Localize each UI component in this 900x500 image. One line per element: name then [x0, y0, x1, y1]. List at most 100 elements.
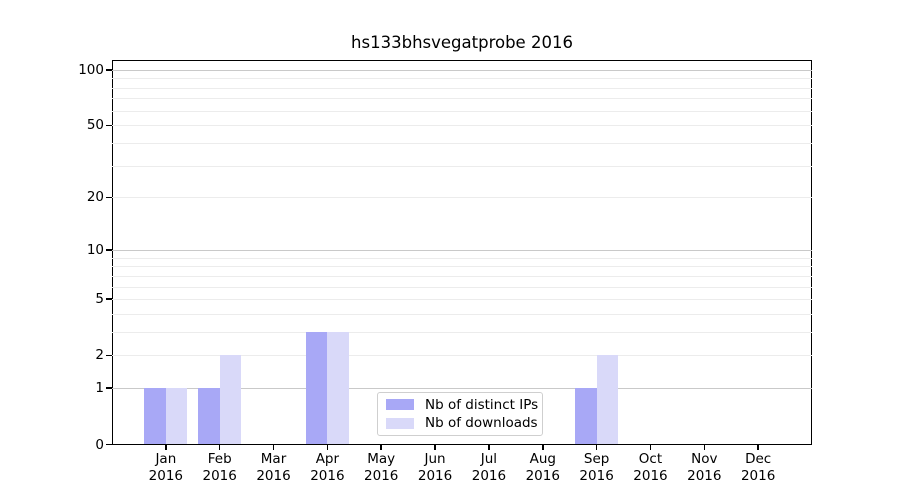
- gridline-minor: [112, 313, 812, 315]
- x-tick-mark: [595, 444, 598, 450]
- x-tick-month: Nov: [691, 451, 718, 467]
- x-tick-month: Oct: [638, 451, 663, 467]
- gridline-minor: [112, 78, 812, 80]
- x-tick-label-jun: Jun 2016: [403, 451, 467, 485]
- plot-area: [112, 60, 812, 445]
- gridline-minor: [112, 286, 812, 288]
- x-tick-year: 2016: [202, 468, 237, 484]
- x-tick-mark: [757, 444, 759, 450]
- x-tick-label-jul: Jul 2016: [457, 451, 521, 485]
- legend-swatch: [386, 399, 414, 411]
- x-tick-month: Jun: [424, 451, 446, 467]
- gridline-minor: [112, 98, 812, 100]
- x-tick-year: 2016: [310, 468, 345, 484]
- gridline-1: [112, 388, 812, 390]
- gridline-minor: [112, 87, 812, 89]
- x-tick-year: 2016: [579, 468, 614, 484]
- x-tick-label-dec: Dec 2016: [726, 451, 790, 485]
- y-tick-label: 10: [86, 241, 104, 258]
- bar-apr-distinct-ips: [305, 331, 328, 445]
- y-tick-mark: [106, 249, 112, 251]
- x-tick-year: 2016: [633, 468, 668, 484]
- x-tick-label-nov: Nov 2016: [672, 451, 736, 485]
- x-tick-month: Sep: [583, 451, 610, 467]
- x-tick-year: 2016: [148, 468, 184, 484]
- x-tick-year: 2016: [740, 468, 776, 484]
- gridline-5: [112, 299, 812, 301]
- x-tick-label-aug: Aug 2016: [511, 451, 575, 485]
- legend-label: Nb of downloads: [425, 415, 538, 432]
- legend-row: Nb of downloads: [378, 415, 542, 432]
- x-tick-year: 2016: [687, 468, 722, 484]
- x-tick-mark: [218, 444, 221, 450]
- gridline-minor: [112, 331, 812, 333]
- x-tick-month: Mar: [260, 451, 287, 467]
- y-tick-mark: [106, 196, 112, 199]
- legend: Nb of distinct IPs Nb of downloads: [377, 392, 543, 436]
- bar-feb-downloads: [219, 355, 242, 445]
- legend-label: Nb of distinct IPs: [425, 396, 539, 413]
- y-tick-label: 0: [95, 436, 104, 453]
- x-tick-label-jan: Jan 2016: [134, 451, 198, 485]
- x-tick-year: 2016: [471, 468, 507, 484]
- gridline-20: [112, 197, 812, 199]
- x-tick-label-sep: Sep 2016: [565, 451, 629, 485]
- y-tick-mark: [106, 124, 112, 127]
- gridline-minor: [112, 165, 812, 167]
- gridline-minor: [112, 275, 812, 277]
- gridline-minor: [112, 110, 812, 112]
- bar-sep-downloads: [596, 355, 619, 445]
- y-tick-label: 20: [86, 189, 104, 206]
- gridline-10: [112, 249, 812, 251]
- y-tick-mark: [106, 354, 112, 357]
- gridline-minor: [112, 266, 812, 268]
- x-tick-mark: [542, 444, 544, 450]
- x-tick-month: Feb: [207, 451, 232, 467]
- x-tick-mark: [703, 444, 706, 450]
- x-tick-mark: [165, 444, 167, 450]
- x-tick-month: Aug: [529, 451, 556, 467]
- x-tick-year: 2016: [417, 468, 453, 484]
- bar-sep-distinct-ips: [575, 388, 597, 445]
- x-tick-label-apr: Apr 2016: [295, 451, 359, 485]
- bar-jan-downloads: [165, 388, 188, 445]
- gridline-minor: [112, 143, 812, 145]
- chart-title: hs133bhsvegatprobe 2016: [351, 33, 573, 52]
- x-tick-mark: [380, 444, 382, 450]
- bar-jan-distinct-ips: [144, 388, 166, 445]
- x-tick-month: Dec: [745, 451, 772, 467]
- y-tick-label: 2: [95, 347, 104, 364]
- gridline-100: [112, 69, 812, 71]
- x-tick-mark: [649, 444, 652, 450]
- x-tick-year: 2016: [364, 468, 399, 484]
- x-tick-label-oct: Oct 2016: [618, 451, 682, 485]
- y-tick-label: 100: [78, 61, 104, 78]
- x-tick-mark: [434, 444, 436, 450]
- x-tick-label-may: May 2016: [349, 451, 413, 485]
- x-tick-month: Jul: [480, 451, 498, 467]
- y-tick-label: 1: [95, 380, 104, 397]
- gridline-minor: [112, 257, 812, 259]
- x-tick-mark: [272, 444, 275, 450]
- x-tick-year: 2016: [256, 468, 291, 484]
- gridline-2: [112, 355, 812, 357]
- legend-swatch: [386, 417, 414, 429]
- legend-row: Nb of distinct IPs: [378, 396, 542, 413]
- x-tick-label-mar: Mar 2016: [242, 451, 306, 485]
- x-tick-mark: [326, 444, 329, 450]
- bar-feb-distinct-ips: [198, 388, 220, 445]
- y-tick-mark: [106, 387, 112, 389]
- x-tick-month: Jan: [155, 451, 177, 467]
- bar-apr-downloads: [327, 331, 349, 445]
- x-tick-month: May: [367, 451, 396, 467]
- x-tick-mark: [488, 444, 490, 450]
- y-tick-mark: [106, 443, 112, 446]
- y-tick-label: 50: [86, 117, 104, 134]
- gridline-50: [112, 125, 812, 127]
- x-tick-year: 2016: [525, 468, 560, 484]
- x-tick-month: Apr: [315, 451, 340, 467]
- y-tick-label: 5: [95, 291, 104, 308]
- y-tick-mark: [106, 69, 112, 71]
- y-tick-mark: [106, 298, 112, 300]
